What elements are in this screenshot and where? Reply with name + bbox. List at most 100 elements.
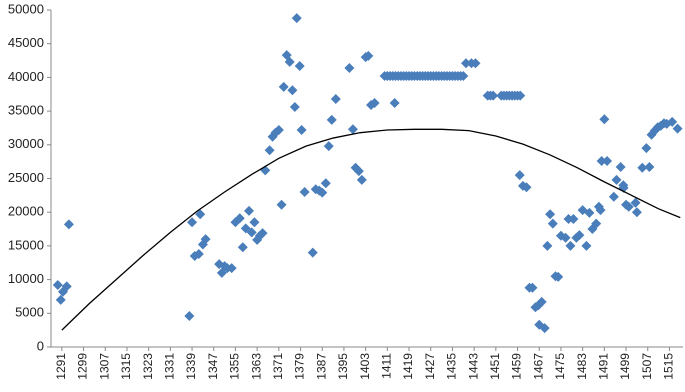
point	[389, 98, 400, 109]
point	[187, 217, 198, 228]
point	[560, 232, 571, 243]
y-tick-label: 35000	[8, 103, 44, 118]
point	[595, 205, 606, 216]
point	[237, 242, 248, 253]
x-tick-label: 1483	[575, 353, 589, 380]
point	[264, 145, 275, 156]
x-tick-label: 1339	[184, 353, 198, 380]
x-tick-label: 1459	[510, 353, 524, 380]
point	[287, 85, 298, 96]
point	[553, 271, 564, 282]
y-tick-label: 25000	[8, 170, 44, 185]
point	[542, 240, 553, 251]
x-tick-label: 1435	[445, 353, 459, 380]
point	[363, 50, 374, 61]
point	[611, 174, 622, 185]
point	[644, 162, 655, 173]
x-tick-label: 1443	[466, 353, 480, 380]
point	[52, 279, 63, 290]
x-tick-label: 1467	[531, 353, 545, 380]
y-tick-label: 20000	[8, 204, 44, 219]
point	[565, 240, 576, 251]
x-tick-label: 1315	[119, 353, 133, 380]
point	[200, 234, 211, 245]
point	[599, 114, 610, 125]
point	[240, 223, 251, 234]
point	[299, 186, 310, 197]
point	[246, 227, 257, 238]
point	[488, 90, 499, 101]
y-tick-label: 30000	[8, 136, 44, 151]
point	[615, 162, 626, 173]
point	[602, 155, 613, 166]
x-tick-label: 1499	[618, 353, 632, 380]
x-tick-label: 1451	[488, 353, 502, 380]
point	[278, 81, 289, 92]
x-tick-label: 1515	[662, 353, 676, 380]
point	[291, 13, 302, 24]
point	[470, 58, 481, 69]
point	[294, 60, 305, 71]
y-tick-label: 15000	[8, 237, 44, 252]
x-tick-label: 1379	[293, 353, 307, 380]
x-tick-label: 1371	[271, 353, 285, 380]
point	[249, 217, 260, 228]
point	[317, 187, 328, 198]
point	[320, 178, 331, 189]
point	[608, 191, 619, 202]
point	[273, 124, 284, 135]
point	[545, 209, 556, 220]
point	[536, 296, 547, 307]
x-tick-label: 1427	[423, 353, 437, 380]
point	[289, 102, 300, 113]
point	[581, 240, 592, 251]
point	[344, 62, 355, 73]
point	[244, 205, 255, 216]
point	[630, 197, 641, 208]
x-tick-label: 1355	[228, 353, 242, 380]
point	[61, 281, 72, 292]
point	[527, 282, 538, 293]
point	[574, 230, 585, 241]
trend-line	[61, 128, 681, 331]
point	[369, 98, 380, 109]
point	[596, 155, 607, 166]
point	[55, 294, 66, 305]
x-tick-label: 1363	[249, 353, 263, 380]
x-tick-label: 1403	[358, 353, 372, 380]
point	[461, 58, 472, 69]
point	[631, 207, 642, 218]
point	[323, 141, 334, 152]
x-tick-label: 1419	[401, 353, 415, 380]
point	[296, 124, 307, 135]
point	[193, 248, 204, 259]
x-tick-label: 1395	[336, 353, 350, 380]
point	[326, 114, 337, 125]
x-tick-label: 1307	[97, 353, 111, 380]
x-tick-label: 1475	[553, 353, 567, 380]
point	[330, 93, 341, 104]
point	[356, 174, 367, 185]
point	[195, 209, 206, 220]
point	[514, 170, 525, 181]
point	[353, 166, 364, 177]
point	[649, 125, 660, 136]
point	[284, 56, 295, 67]
point	[63, 219, 74, 230]
y-tick-label: 10000	[8, 271, 44, 286]
point	[641, 143, 652, 154]
x-tick-label: 1331	[163, 353, 177, 380]
y-tick-label: 50000	[8, 1, 44, 16]
y-tick-label: 0	[37, 338, 44, 353]
x-tick-label: 1507	[640, 353, 654, 380]
x-tick-label: 1387	[314, 353, 328, 380]
x-tick-label: 1411	[380, 353, 394, 379]
point	[257, 228, 268, 239]
x-tick-label: 1491	[597, 353, 611, 380]
point	[672, 123, 683, 134]
point	[458, 71, 469, 82]
point	[307, 247, 318, 258]
point	[667, 116, 678, 127]
x-tick-label: 1323	[141, 353, 155, 380]
